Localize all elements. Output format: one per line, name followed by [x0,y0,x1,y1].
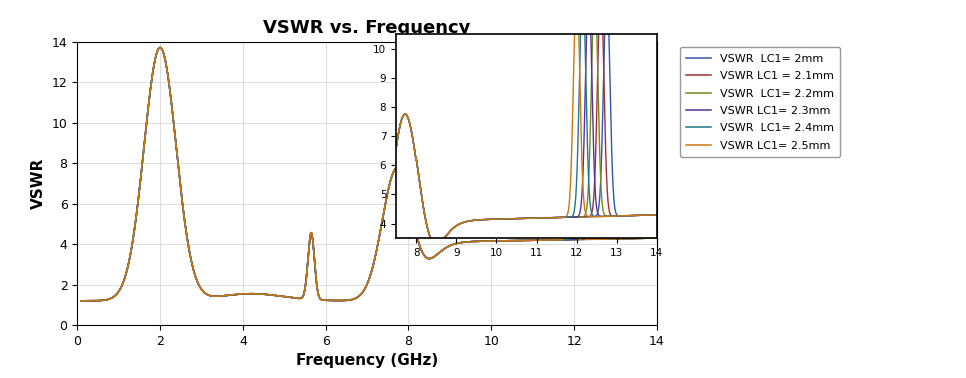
VSWR  LC1= 2.4mm [75,299,87,303]
VSWR  LC1= 2.4mm [99,298,111,302]
VSWR LC1= 2.3mm [75,299,87,303]
VSWR  LC1= 2.4mm [188,271,200,275]
VSWR LC1= 2.3mm [188,271,200,275]
VSWR LC1= 2.5mm [78,299,90,303]
VSWR LC1 = 2.1mm [99,298,111,302]
VSWR  LC1= 2.2mm [188,271,200,275]
VSWR  LC1= 2mm [75,299,87,303]
VSWR LC1= 2.5mm [110,293,122,297]
Line: VSWR LC1 = 2.1mm: VSWR LC1 = 2.1mm [81,48,657,301]
VSWR  LC1= 2.4mm [620,236,632,241]
VSWR  LC1= 2.2mm [155,45,166,50]
VSWR LC1= 2.5mm [651,236,663,240]
Legend: VSWR  LC1= 2mm, VSWR LC1 = 2.1mm, VSWR  LC1= 2.2mm, VSWR LC1= 2.3mm, VSWR  LC1= : VSWR LC1= 2mm, VSWR LC1 = 2.1mm, VSWR LC… [680,47,840,157]
VSWR LC1= 2.3mm [155,45,166,50]
VSWR  LC1= 2mm [357,290,369,294]
VSWR LC1 = 2.1mm [620,236,632,241]
X-axis label: Frequency (GHz): Frequency (GHz) [296,353,439,368]
Line: VSWR  LC1= 2mm: VSWR LC1= 2mm [81,48,657,301]
VSWR LC1 = 2.1mm [155,45,166,50]
VSWR LC1= 2.3mm [357,290,369,294]
VSWR LC1= 2.5mm [75,299,87,303]
VSWR LC1= 2.3mm [78,299,90,303]
VSWR LC1= 2.3mm [651,236,663,240]
VSWR  LC1= 2.2mm [99,298,111,302]
VSWR  LC1= 2.2mm [651,236,663,240]
VSWR LC1= 2.3mm [620,236,632,241]
VSWR  LC1= 2.2mm [78,299,90,303]
Line: VSWR  LC1= 2.4mm: VSWR LC1= 2.4mm [81,48,657,301]
VSWR  LC1= 2.2mm [110,293,122,297]
VSWR LC1 = 2.1mm [357,290,369,294]
VSWR LC1 = 2.1mm [75,299,87,303]
VSWR  LC1= 2.2mm [620,236,632,241]
VSWR LC1= 2.3mm [99,298,111,302]
VSWR  LC1= 2mm [651,236,663,240]
VSWR  LC1= 2mm [99,298,111,302]
VSWR  LC1= 2mm [188,271,200,275]
VSWR LC1 = 2.1mm [110,293,122,297]
VSWR  LC1= 2.4mm [651,236,663,240]
VSWR LC1= 2.5mm [357,290,369,294]
VSWR LC1 = 2.1mm [188,271,200,275]
Line: VSWR LC1= 2.5mm: VSWR LC1= 2.5mm [81,48,657,301]
VSWR LC1= 2.5mm [99,298,111,302]
VSWR  LC1= 2.4mm [110,293,122,297]
Line: VSWR  LC1= 2.2mm: VSWR LC1= 2.2mm [81,48,657,301]
VSWR  LC1= 2.2mm [357,290,369,294]
VSWR LC1 = 2.1mm [651,236,663,240]
VSWR  LC1= 2mm [155,45,166,50]
VSWR LC1= 2.3mm [110,293,122,297]
Y-axis label: VSWR: VSWR [31,158,46,209]
Title: VSWR vs. Frequency: VSWR vs. Frequency [264,19,470,37]
VSWR  LC1= 2.4mm [357,290,369,294]
VSWR  LC1= 2mm [620,236,632,241]
VSWR LC1 = 2.1mm [78,299,90,303]
VSWR LC1= 2.5mm [620,236,632,241]
Line: VSWR LC1= 2.3mm: VSWR LC1= 2.3mm [81,48,657,301]
VSWR  LC1= 2.2mm [75,299,87,303]
VSWR  LC1= 2mm [78,299,90,303]
VSWR  LC1= 2.4mm [155,45,166,50]
VSWR  LC1= 2mm [110,293,122,297]
VSWR LC1= 2.5mm [155,45,166,50]
VSWR LC1= 2.5mm [188,271,200,275]
VSWR  LC1= 2.4mm [78,299,90,303]
